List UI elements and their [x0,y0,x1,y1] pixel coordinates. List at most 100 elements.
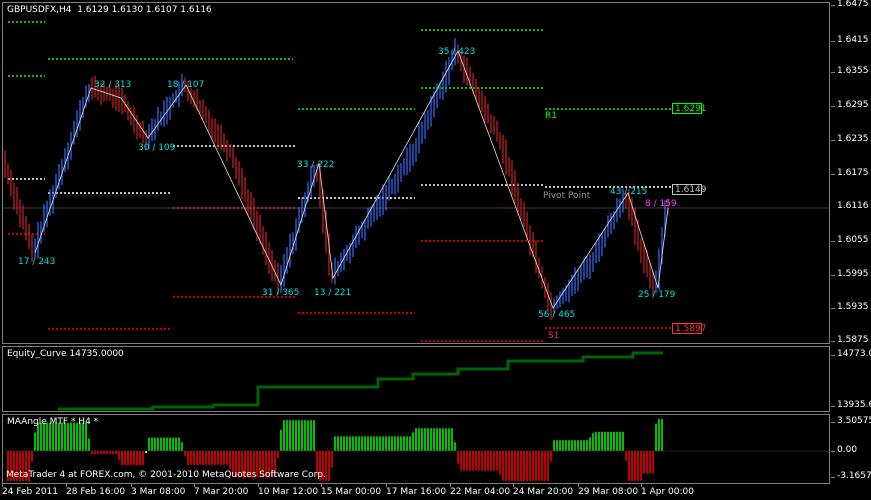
price-chart-canvas[interactable] [3,3,829,343]
equity-curve-pane[interactable]: Equity_Curve 14735.0000 [2,346,830,412]
maangle-bar [439,428,441,451]
maangle-bar [187,451,189,465]
maangle-bar [61,422,63,451]
maangle-bar [232,451,234,476]
maangle-bar [469,451,471,471]
maangle-bar [247,451,249,478]
maangle-bar [550,451,552,462]
maangle-bar [94,451,96,455]
maangle-bar [571,440,573,451]
maangle-bar [616,431,618,451]
maangle-bar [265,451,267,478]
maangle-bar [295,420,297,451]
swing-label: 33 / 222 [297,160,335,170]
maangle-bar [196,451,198,465]
maangle-bar [124,451,126,466]
maangle-bar [580,440,582,451]
maangle-bar [142,451,144,466]
maangle-bar [400,436,402,451]
maangle-tick: -3.16575 [830,471,871,481]
maangle-histogram-canvas[interactable] [3,415,829,483]
swing-label: 17 / 243 [18,257,56,267]
maangle-bar [349,436,351,451]
maangle-bar [592,433,594,451]
maangle-bar [100,451,102,455]
maangle-bar [52,422,54,451]
maangle-bar [376,436,378,451]
equity-curve-line [58,351,663,411]
maangle-bar [481,451,483,471]
maangle-bar [292,420,294,451]
maangle-bar [427,428,429,451]
maangle-bar [634,451,636,481]
maangle-bar [73,422,75,451]
maangle-bar [607,431,609,451]
swing-label: 56 / 465 [538,310,576,320]
maangle-bar [286,420,288,451]
maangle-bar [646,451,648,474]
maangle-bar [58,422,60,451]
maangle-bar [289,420,291,451]
maangle-bar [220,451,222,465]
zigzag-line [34,50,669,309]
maangle-bar [238,451,240,478]
r1-label: R1 [545,111,557,121]
equity-curve-canvas[interactable] [3,347,829,411]
maangle-bar [502,451,504,481]
maangle-bar [532,451,534,481]
r1-price-box: 1.6291 [672,103,707,114]
maangle-bar [13,451,15,481]
time-tick: 3 Mar 08:00 [131,484,186,497]
swing-label: 30 / 109 [138,143,176,153]
maangle-bar [172,437,174,451]
time-tick: 1 Apr 00:00 [641,484,694,497]
maangle-bar [433,428,435,451]
maangle-bar [514,451,516,481]
time-tick: 17 Mar 16:00 [386,484,447,497]
maangle-bar [409,436,411,451]
maangle-bar [568,440,570,451]
maangle-bar [373,436,375,451]
maangle-indicator-pane[interactable]: MAAngle MTF * H4 * [2,414,830,484]
maangle-bar [301,420,303,451]
maangle-bar [526,451,528,481]
maangle-bar [562,440,564,451]
maangle-bar [619,431,621,451]
maangle-bar [193,451,195,465]
maangle-bar [352,436,354,451]
maangle-bar [169,437,171,451]
time-tick: 24 Feb 2011 [2,484,59,497]
price-tick: 1.6175 [831,168,869,178]
price-tick: 1.6295 [831,100,869,110]
price-axis: 1.6475 1.6415 1.6355 1.6295 1.6235 1.617… [831,0,871,345]
time-tick: 24 Mar 20:00 [513,484,574,497]
maangle-bar [451,428,453,451]
maangle-bar [658,419,660,451]
maangle-tick: 3.50575 [830,416,871,426]
price-tick: 1.6055 [831,235,869,245]
time-tick: 28 Feb 16:00 [66,484,126,497]
maangle-bar [88,438,90,451]
maangle-bar [577,440,579,451]
maangle-bar [661,419,663,451]
maangle-bar [490,451,492,471]
maangle-bar [538,451,540,481]
maangle-bar [454,442,456,451]
price-chart-pane[interactable]: GBPUSDFX,H4 1.6129 1.6130 1.6107 1.6116 … [2,2,830,344]
maangle-bar [316,451,318,476]
maangle-bar [7,451,9,481]
copyright-text: MetaTrader 4 at FOREX.com, © 2001-2010 M… [6,470,326,480]
maangle-bar [430,428,432,451]
maangle-bar [511,451,513,481]
maangle-bar [412,432,414,451]
maangle-bar [298,420,300,451]
maangle-bar [304,420,306,451]
maangle-bar [199,451,201,465]
maangle-bar [133,451,135,466]
maangle-bar [85,422,87,451]
maangle-bar [328,451,330,481]
maangle-bar [379,436,381,451]
maangle-bar [361,436,363,451]
maangle-bar [67,422,69,451]
maangle-bar [43,422,45,451]
